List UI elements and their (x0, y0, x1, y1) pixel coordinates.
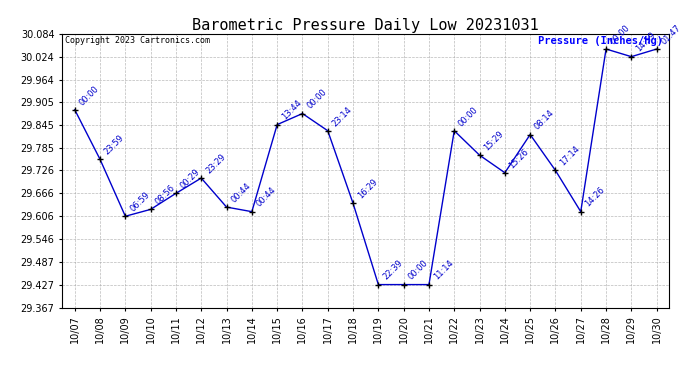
Text: 15:29: 15:29 (482, 129, 506, 152)
Text: 14:26: 14:26 (584, 186, 607, 209)
Text: 11:14: 11:14 (432, 259, 455, 282)
Text: 00:00: 00:00 (457, 105, 480, 128)
Text: Pressure (Inches/Hg): Pressure (Inches/Hg) (538, 36, 663, 46)
Text: 16:29: 16:29 (356, 177, 379, 201)
Text: 14:59: 14:59 (634, 31, 658, 54)
Text: 08:14: 08:14 (533, 108, 556, 132)
Text: 23:29: 23:29 (204, 152, 227, 175)
Text: 00:29: 00:29 (179, 167, 202, 190)
Text: 23:59: 23:59 (103, 134, 126, 157)
Text: 00:00: 00:00 (77, 84, 101, 107)
Text: 06:59: 06:59 (128, 190, 151, 213)
Text: 15:26: 15:26 (508, 147, 531, 170)
Text: 08:56: 08:56 (153, 183, 177, 207)
Text: 00:44: 00:44 (229, 181, 253, 204)
Text: 13:44: 13:44 (280, 99, 303, 122)
Text: 22:39: 22:39 (381, 259, 404, 282)
Text: 01:47: 01:47 (660, 23, 682, 46)
Title: Barometric Pressure Daily Low 20231031: Barometric Pressure Daily Low 20231031 (193, 18, 539, 33)
Text: 00:00: 00:00 (305, 88, 328, 111)
Text: 23:14: 23:14 (331, 105, 354, 128)
Text: 00:00: 00:00 (406, 259, 430, 282)
Text: 00:44: 00:44 (255, 186, 278, 209)
Text: Copyright 2023 Cartronics.com: Copyright 2023 Cartronics.com (65, 36, 210, 45)
Text: 17:14: 17:14 (558, 144, 582, 168)
Text: 00:00: 00:00 (609, 23, 632, 46)
